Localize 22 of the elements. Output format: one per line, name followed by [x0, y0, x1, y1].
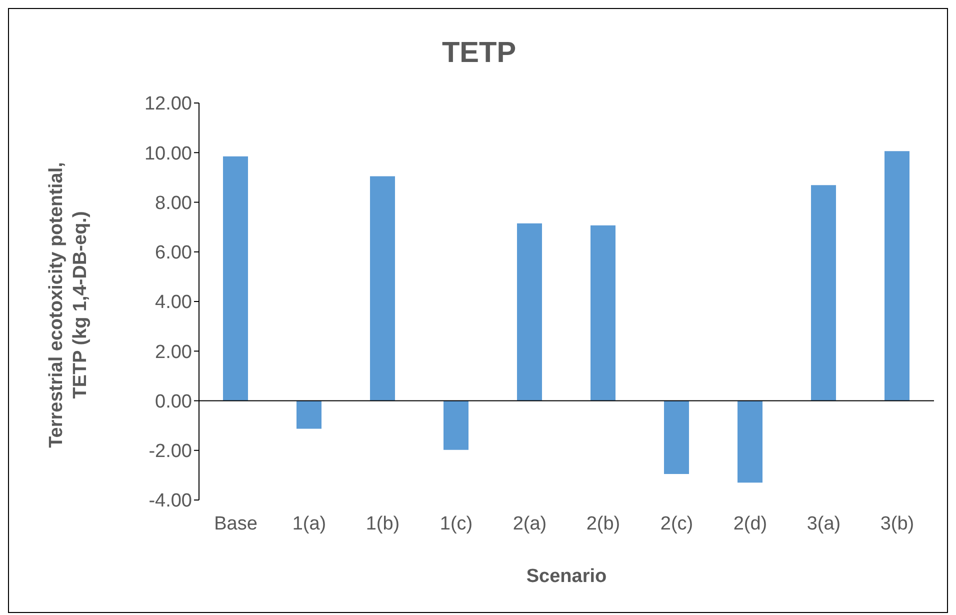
- y-tick-label: 12.00: [144, 94, 192, 115]
- chart-title: TETP: [440, 37, 518, 70]
- x-tick-label: 2(c): [660, 513, 694, 534]
- y-tick-label: 8.00: [155, 192, 192, 214]
- y-tick-label: 4.00: [155, 292, 192, 314]
- x-tick-label: 2(b): [586, 513, 620, 534]
- y-tick-label: -4.00: [148, 490, 192, 512]
- x-tick-label: Base: [214, 513, 258, 534]
- x-tick-label: 2(d): [733, 513, 768, 534]
- y-tick-label: 2.00: [155, 342, 192, 363]
- x-tick-label: 2(a): [512, 513, 547, 534]
- y-tick-label: 10.00: [144, 143, 192, 164]
- x-tick-label: 1(a): [292, 513, 326, 534]
- y-tick-label: 6.00: [155, 242, 192, 264]
- x-tick-label: 3(a): [806, 513, 841, 534]
- x-tick-label: 1(b): [366, 513, 400, 534]
- y-tick-label: -2.00: [148, 441, 192, 462]
- y-axis-title: Terrestrial ecotoxicity potential, TETP (kg 1,4-DB-eq.): [45, 161, 92, 450]
- x-axis-title: Scenario: [525, 566, 608, 588]
- y-tick-label: 0.00: [155, 391, 192, 412]
- x-tick-label: 3(b): [880, 513, 914, 534]
- x-tick-label: 1(c): [440, 513, 473, 534]
